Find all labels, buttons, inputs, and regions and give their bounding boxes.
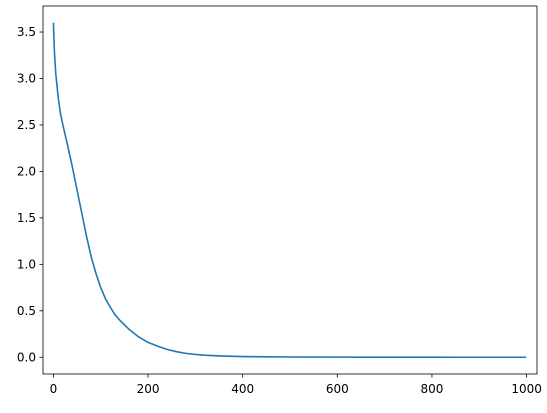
x-tick-label: 400	[231, 382, 254, 396]
y-axis: 0.0 0.5 1.0 1.5 2.0 2.5 3.0 3.5	[17, 25, 43, 364]
y-tick-label: 1.5	[17, 211, 36, 225]
y-tick-label: 0.0	[17, 350, 36, 364]
y-tick-label: 2.5	[17, 118, 36, 132]
y-tick-label: 3.5	[17, 25, 36, 39]
x-tick-label: 0	[50, 382, 58, 396]
x-tick-label: 800	[421, 382, 444, 396]
y-tick-label: 2.0	[17, 165, 36, 179]
plot-area	[43, 6, 537, 374]
series-line-0	[52, 22, 527, 359]
y-tick-label: 1.0	[17, 258, 36, 272]
axes-frame	[42, 5, 538, 375]
x-tick-label: 600	[326, 382, 349, 396]
x-axis: 0 200 400 600 800 1000	[50, 374, 542, 396]
y-tick-label: 3.0	[17, 72, 36, 86]
x-tick-label: 200	[137, 382, 160, 396]
series-layer	[52, 22, 527, 359]
y-tick-label: 0.5	[17, 304, 36, 318]
x-tick-label: 1000	[511, 382, 542, 396]
